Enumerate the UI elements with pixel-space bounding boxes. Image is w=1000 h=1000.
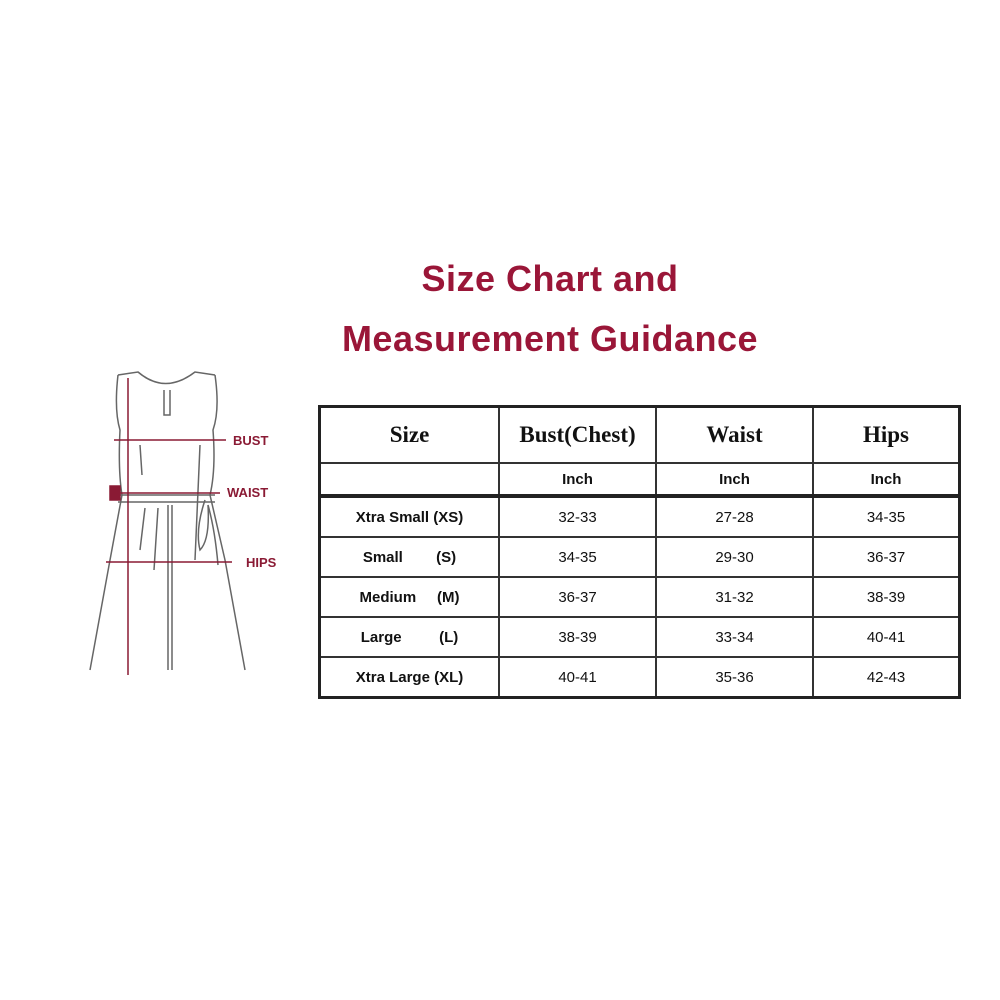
size-cell: Large (L) [318,616,500,658]
bust-label: BUST [233,433,268,448]
size-chart-table: Size Bust(Chest) Waist Hips Inch Inch In… [318,405,961,699]
hips-cell: 42-43 [812,656,961,699]
bust-cell: 32-33 [498,495,657,538]
header-waist: Waist [655,405,814,464]
bust-cell: 36-37 [498,576,657,618]
header-row: Size Bust(Chest) Waist Hips [318,405,961,464]
unit-row: Inch Inch Inch [318,462,961,498]
waist-cell: 31-32 [655,576,814,618]
bust-cell: 40-41 [498,656,657,699]
unit-size [318,462,500,498]
table-row: Xtra Small (XS) 32-33 27-28 34-35 [318,495,961,538]
hips-cell: 40-41 [812,616,961,658]
hips-cell: 36-37 [812,536,961,578]
waist-cell: 27-28 [655,495,814,538]
waist-cell: 33-34 [655,616,814,658]
table-row: Small (S) 34-35 29-30 36-37 [318,536,961,578]
unit-bust: Inch [498,462,657,498]
size-cell: Xtra Small (XS) [318,495,500,538]
header-bust: Bust(Chest) [498,405,657,464]
hips-cell: 34-35 [812,495,961,538]
dress-measurement-diagram: BUST WAIST HIPS [89,371,277,675]
table-row: Medium (M) 36-37 31-32 38-39 [318,576,961,618]
hips-cell: 38-39 [812,576,961,618]
size-cell: Xtra Large (XL) [318,656,500,699]
waist-cell: 29-30 [655,536,814,578]
bust-cell: 38-39 [498,616,657,658]
title-line-2: Measurement Guidance [341,318,759,359]
bust-cell: 34-35 [498,536,657,578]
hips-label: HIPS [246,555,277,570]
unit-waist: Inch [655,462,814,498]
waist-cell: 35-36 [655,656,814,699]
table-row: Xtra Large (XL) 40-41 35-36 42-43 [318,656,961,699]
table-row: Large (L) 38-39 33-34 40-41 [318,616,961,658]
title-line-1: Size Chart and [421,258,679,299]
size-cell: Small (S) [318,536,500,578]
header-hips: Hips [812,405,961,464]
waist-label: WAIST [227,485,268,500]
unit-hips: Inch [812,462,961,498]
header-size: Size [318,405,500,464]
size-cell: Medium (M) [318,576,500,618]
